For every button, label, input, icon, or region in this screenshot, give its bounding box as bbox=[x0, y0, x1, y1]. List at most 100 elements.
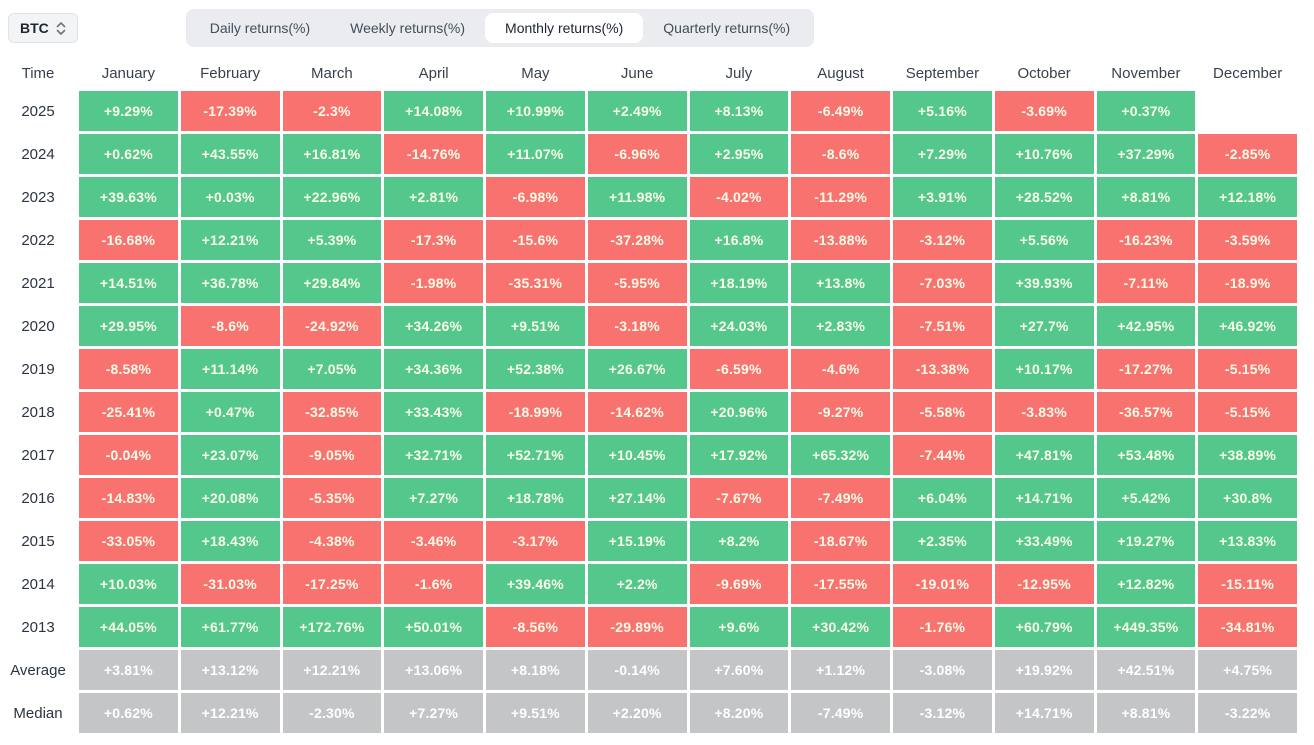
return-cell: +39.93% bbox=[994, 263, 1094, 303]
return-cell: +3.81% bbox=[79, 650, 178, 690]
return-cell: +9.6% bbox=[689, 607, 789, 647]
return-cell: +26.67% bbox=[587, 349, 687, 389]
return-cell: +8.20% bbox=[689, 693, 789, 733]
return-cell: +14.71% bbox=[994, 478, 1094, 518]
return-cell: +7.29% bbox=[893, 134, 992, 174]
return-cell: +5.39% bbox=[282, 220, 382, 260]
return-cell: +10.17% bbox=[994, 349, 1094, 389]
return-cell: -3.17% bbox=[486, 521, 585, 561]
return-cell: +1.12% bbox=[791, 650, 890, 690]
return-cell: -3.59% bbox=[1198, 220, 1297, 260]
return-cell: -15.6% bbox=[486, 220, 585, 260]
return-cell: +2.83% bbox=[791, 306, 890, 346]
return-cell: -3.18% bbox=[587, 306, 687, 346]
return-cell: +10.99% bbox=[486, 91, 585, 131]
month-header: June bbox=[620, 64, 654, 82]
return-cell: +5.16% bbox=[893, 91, 992, 131]
return-cell: +2.49% bbox=[587, 91, 687, 131]
return-cell: +11.14% bbox=[180, 349, 280, 389]
return-cell: -4.38% bbox=[282, 521, 382, 561]
return-cell: +9.29% bbox=[79, 91, 178, 131]
return-cell: +28.52% bbox=[994, 177, 1094, 217]
return-cell: -3.12% bbox=[893, 693, 992, 733]
return-cell: +13.12% bbox=[180, 650, 280, 690]
row-label: 2021 bbox=[21, 274, 55, 292]
return-cell: +8.81% bbox=[1096, 693, 1196, 733]
return-cell: -29.89% bbox=[587, 607, 687, 647]
month-header: September bbox=[905, 64, 980, 82]
return-cell: -7.44% bbox=[893, 435, 992, 475]
return-cell: -18.67% bbox=[791, 521, 890, 561]
return-cell: +8.81% bbox=[1096, 177, 1196, 217]
return-cell: +38.89% bbox=[1198, 435, 1297, 475]
return-cell: +16.8% bbox=[689, 220, 789, 260]
return-cell: -2.3% bbox=[282, 91, 382, 131]
return-cell: +29.95% bbox=[79, 306, 178, 346]
return-cell: +8.2% bbox=[689, 521, 789, 561]
tab-quarterly-returns[interactable]: Quarterly returns(%) bbox=[663, 20, 791, 36]
return-cell: +53.48% bbox=[1096, 435, 1196, 475]
return-cell: +19.92% bbox=[994, 650, 1094, 690]
return-cell: -8.6% bbox=[180, 306, 280, 346]
return-cell: +20.96% bbox=[689, 392, 789, 432]
return-cell: -1.76% bbox=[893, 607, 992, 647]
return-cell: +14.71% bbox=[994, 693, 1094, 733]
month-header: February bbox=[200, 64, 261, 82]
return-cell: +37.29% bbox=[1096, 134, 1196, 174]
return-cell: -1.98% bbox=[384, 263, 483, 303]
return-cell: -13.88% bbox=[791, 220, 890, 260]
return-cell: +29.84% bbox=[282, 263, 382, 303]
return-cell: +61.77% bbox=[180, 607, 280, 647]
row-label: Median bbox=[13, 704, 63, 722]
return-cell: -0.14% bbox=[587, 650, 687, 690]
return-cell: +17.92% bbox=[689, 435, 789, 475]
return-cell: -5.35% bbox=[282, 478, 382, 518]
return-cell: +0.37% bbox=[1096, 91, 1196, 131]
return-cell: -5.15% bbox=[1198, 349, 1297, 389]
return-cell: -34.81% bbox=[1198, 607, 1297, 647]
return-cell: +13.06% bbox=[384, 650, 483, 690]
return-cell: +30.42% bbox=[791, 607, 890, 647]
return-cell: -18.9% bbox=[1198, 263, 1297, 303]
return-cell: +46.92% bbox=[1198, 306, 1297, 346]
return-cell: +39.63% bbox=[79, 177, 178, 217]
return-cell: +8.13% bbox=[689, 91, 789, 131]
return-cell: -7.03% bbox=[893, 263, 992, 303]
return-cell: +5.42% bbox=[1096, 478, 1196, 518]
return-cell: -5.58% bbox=[893, 392, 992, 432]
return-cell: +18.43% bbox=[180, 521, 280, 561]
return-cell: +10.03% bbox=[79, 564, 178, 604]
month-header: July bbox=[725, 64, 753, 82]
return-cell: -17.25% bbox=[282, 564, 382, 604]
return-cell: -9.05% bbox=[282, 435, 382, 475]
tab-monthly-returns[interactable]: Monthly returns(%) bbox=[485, 13, 644, 43]
return-cell: +27.7% bbox=[994, 306, 1094, 346]
return-cell: +60.79% bbox=[994, 607, 1094, 647]
row-label: 2020 bbox=[21, 317, 55, 335]
return-cell: -12.95% bbox=[994, 564, 1094, 604]
return-cell: +7.27% bbox=[384, 478, 483, 518]
return-cell: +5.56% bbox=[994, 220, 1094, 260]
return-cell: -14.76% bbox=[384, 134, 483, 174]
tab-weekly-returns[interactable]: Weekly returns(%) bbox=[350, 20, 466, 36]
month-header: October bbox=[1017, 64, 1071, 82]
return-cell: +44.05% bbox=[79, 607, 178, 647]
return-cell: -6.59% bbox=[689, 349, 789, 389]
row-label: 2019 bbox=[21, 360, 55, 378]
return-cell: +3.91% bbox=[893, 177, 992, 217]
return-cell: -11.29% bbox=[791, 177, 890, 217]
return-cell: -15.11% bbox=[1198, 564, 1297, 604]
return-cell: -0.04% bbox=[79, 435, 178, 475]
row-label: 2024 bbox=[21, 145, 55, 163]
row-label: 2015 bbox=[21, 532, 55, 550]
return-cell: +50.01% bbox=[384, 607, 483, 647]
return-cell: -13.38% bbox=[893, 349, 992, 389]
return-cell: -4.02% bbox=[689, 177, 789, 217]
tab-daily-returns[interactable]: Daily returns(%) bbox=[209, 20, 311, 36]
return-cell: +6.04% bbox=[893, 478, 992, 518]
return-cell: +52.71% bbox=[486, 435, 585, 475]
return-cell: -17.39% bbox=[180, 91, 280, 131]
coin-selector[interactable]: BTC bbox=[8, 13, 78, 43]
return-cell: +47.81% bbox=[994, 435, 1094, 475]
return-cell: -6.49% bbox=[791, 91, 890, 131]
